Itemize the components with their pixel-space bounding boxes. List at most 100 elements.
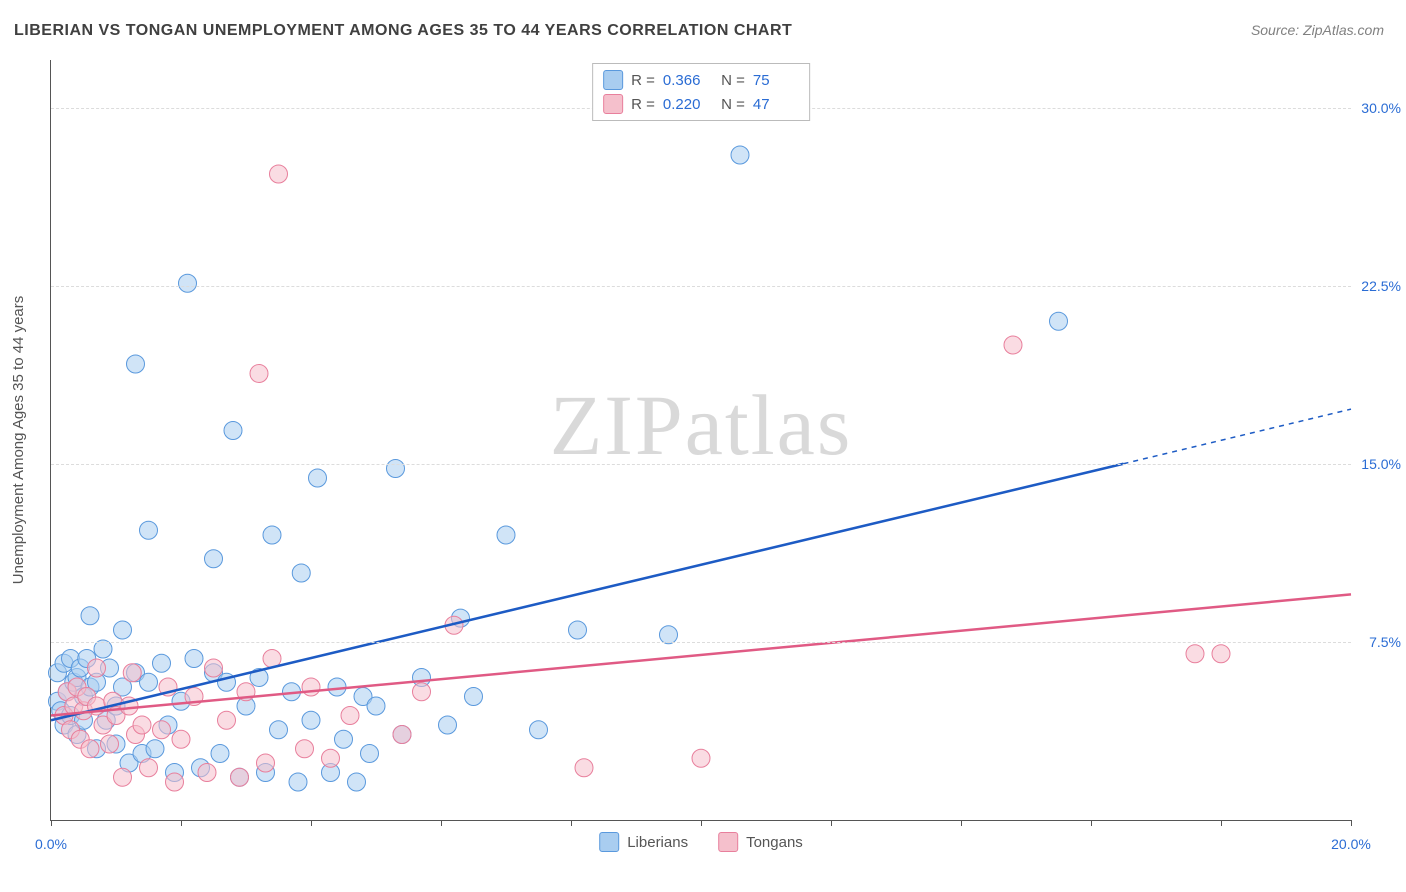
data-point — [296, 740, 314, 758]
data-point — [153, 654, 171, 672]
data-point — [413, 683, 431, 701]
data-point — [123, 664, 141, 682]
chart-plot-area: ZIPatlas R = 0.366 N = 75 R = 0.220 N = … — [50, 60, 1351, 821]
data-point — [341, 707, 359, 725]
legend-swatch-tongans — [718, 832, 738, 852]
x-tick — [1091, 820, 1092, 826]
data-point — [393, 726, 411, 744]
data-point — [322, 749, 340, 767]
data-point — [218, 711, 236, 729]
data-point — [1004, 336, 1022, 354]
data-point — [302, 711, 320, 729]
legend-swatch-liberians — [599, 832, 619, 852]
trend-line — [51, 464, 1124, 721]
gridline — [51, 464, 1351, 465]
data-point — [692, 749, 710, 767]
data-point — [1186, 645, 1204, 663]
data-point — [140, 759, 158, 777]
gridline — [51, 642, 1351, 643]
data-point — [361, 745, 379, 763]
bottom-legend: Liberians Tongans — [599, 832, 803, 852]
y-tick-label: 7.5% — [1341, 634, 1401, 650]
x-tick-label: 0.0% — [35, 836, 67, 852]
x-tick — [51, 820, 52, 826]
correlation-stats-box: R = 0.366 N = 75 R = 0.220 N = 47 — [592, 63, 810, 121]
data-point — [367, 697, 385, 715]
data-point — [731, 146, 749, 164]
data-point — [1212, 645, 1230, 663]
data-point — [140, 673, 158, 691]
data-point — [497, 526, 515, 544]
data-point — [146, 740, 164, 758]
stats-row-liberians: R = 0.366 N = 75 — [603, 68, 799, 92]
data-point — [153, 721, 171, 739]
n-value-liberians: 75 — [753, 72, 799, 89]
data-point — [179, 274, 197, 292]
y-tick-label: 30.0% — [1341, 100, 1401, 116]
x-tick — [701, 820, 702, 826]
data-point — [205, 659, 223, 677]
data-point — [309, 469, 327, 487]
legend-item-liberians: Liberians — [599, 832, 688, 852]
data-point — [114, 768, 132, 786]
data-point — [530, 721, 548, 739]
data-point — [439, 716, 457, 734]
data-point — [140, 521, 158, 539]
data-point — [81, 740, 99, 758]
data-point — [569, 621, 587, 639]
data-point — [205, 550, 223, 568]
legend-label-liberians: Liberians — [627, 834, 688, 851]
x-tick — [831, 820, 832, 826]
legend-item-tongans: Tongans — [718, 832, 803, 852]
y-tick-label: 15.0% — [1341, 456, 1401, 472]
data-point — [198, 764, 216, 782]
data-point — [114, 621, 132, 639]
data-point — [328, 678, 346, 696]
r-value-liberians: 0.366 — [663, 72, 709, 89]
data-point — [224, 422, 242, 440]
data-point — [292, 564, 310, 582]
x-tick — [441, 820, 442, 826]
x-tick — [1351, 820, 1352, 826]
x-tick — [1221, 820, 1222, 826]
data-point — [231, 768, 249, 786]
x-tick — [961, 820, 962, 826]
data-point — [465, 688, 483, 706]
r-value-tongans: 0.220 — [663, 96, 709, 113]
n-value-tongans: 47 — [753, 96, 799, 113]
y-axis-label: Unemployment Among Ages 35 to 44 years — [10, 151, 27, 440]
data-point — [257, 754, 275, 772]
stats-row-tongans: R = 0.220 N = 47 — [603, 92, 799, 116]
data-point — [270, 165, 288, 183]
data-point — [211, 745, 229, 763]
gridline — [51, 286, 1351, 287]
data-point — [263, 526, 281, 544]
scatter-svg — [51, 60, 1351, 820]
data-point — [270, 721, 288, 739]
data-point — [127, 355, 145, 373]
data-point — [81, 607, 99, 625]
swatch-tongans — [603, 94, 623, 114]
x-tick-label: 20.0% — [1331, 836, 1371, 852]
y-tick-label: 22.5% — [1341, 278, 1401, 294]
data-point — [88, 659, 106, 677]
data-point — [1050, 312, 1068, 330]
data-point — [302, 678, 320, 696]
data-point — [101, 735, 119, 753]
data-point — [172, 730, 190, 748]
data-point — [133, 716, 151, 734]
data-point — [289, 773, 307, 791]
data-point — [335, 730, 353, 748]
legend-label-tongans: Tongans — [746, 834, 803, 851]
data-point — [166, 773, 184, 791]
data-point — [250, 365, 268, 383]
trend-line — [51, 594, 1351, 715]
x-tick — [181, 820, 182, 826]
trend-line-extrapolated — [1124, 409, 1352, 464]
data-point — [348, 773, 366, 791]
x-tick — [571, 820, 572, 826]
source-attribution: Source: ZipAtlas.com — [1251, 22, 1384, 38]
chart-title: LIBERIAN VS TONGAN UNEMPLOYMENT AMONG AG… — [14, 22, 792, 40]
data-point — [387, 460, 405, 478]
swatch-liberians — [603, 70, 623, 90]
